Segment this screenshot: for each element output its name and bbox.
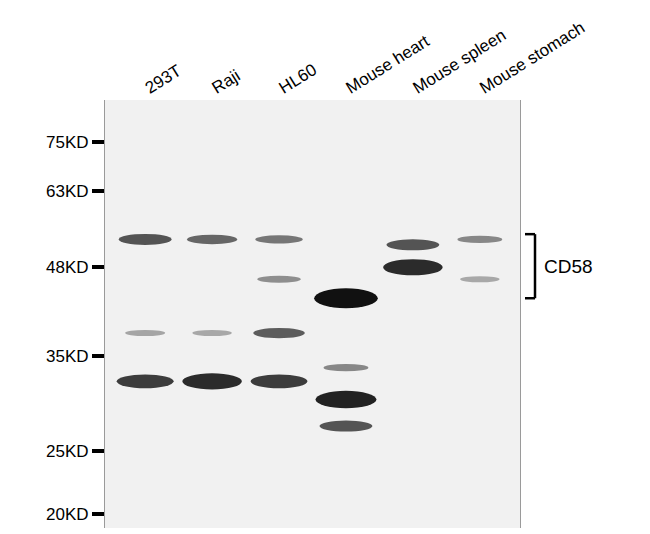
svg-text:HL60: HL60: [276, 60, 321, 98]
svg-text:Mouse spleen: Mouse spleen: [409, 25, 509, 97]
svg-text:20KD: 20KD: [46, 505, 89, 524]
svg-text:Mouse heart: Mouse heart: [343, 31, 433, 97]
svg-text:CD58: CD58: [544, 256, 593, 277]
svg-text:Mouse stomach: Mouse stomach: [476, 18, 588, 98]
svg-text:35KD: 35KD: [46, 347, 89, 366]
svg-text:75KD: 75KD: [46, 133, 89, 152]
svg-text:25KD: 25KD: [46, 442, 89, 461]
svg-text:Raji: Raji: [209, 66, 244, 98]
svg-text:48KD: 48KD: [46, 258, 89, 277]
svg-text:63KD: 63KD: [46, 182, 89, 201]
svg-text:293T: 293T: [142, 61, 185, 98]
